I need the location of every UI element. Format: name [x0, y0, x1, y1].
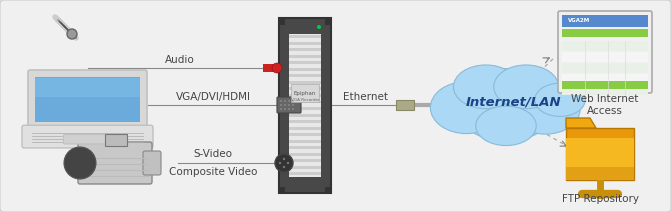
Circle shape [292, 100, 294, 102]
Bar [325, 187, 331, 193]
Circle shape [289, 100, 290, 102]
Circle shape [275, 154, 293, 172]
Text: S-Video: S-Video [193, 149, 232, 159]
Bar [289, 74, 321, 77]
Text: Audio: Audio [165, 55, 195, 65]
FancyBboxPatch shape [22, 125, 153, 148]
Ellipse shape [535, 83, 585, 116]
Text: Web Internet
Access: Web Internet Access [571, 94, 639, 116]
Circle shape [285, 108, 286, 110]
Circle shape [68, 151, 92, 175]
Circle shape [278, 162, 281, 164]
Circle shape [285, 104, 286, 106]
FancyBboxPatch shape [28, 70, 147, 129]
Bar [105, 134, 127, 146]
Bar [562, 15, 648, 27]
Circle shape [289, 108, 290, 110]
Bar [562, 29, 648, 37]
Circle shape [280, 100, 282, 102]
Ellipse shape [430, 82, 503, 134]
FancyBboxPatch shape [396, 100, 414, 110]
Bar [289, 94, 321, 97]
Text: Ethernet: Ethernet [344, 92, 389, 102]
Text: Epiphan: Epiphan [294, 91, 316, 95]
Bar [35, 77, 140, 122]
Text: FTP Repository: FTP Repository [562, 194, 639, 204]
Bar [289, 48, 321, 51]
Text: Composite Video: Composite Video [169, 167, 257, 177]
Bar [562, 41, 648, 51]
Text: VGA/DVI/HDMI: VGA/DVI/HDMI [176, 92, 250, 102]
Ellipse shape [494, 65, 558, 109]
FancyBboxPatch shape [566, 138, 634, 180]
Circle shape [280, 104, 282, 106]
Circle shape [76, 159, 84, 167]
Bar [289, 88, 321, 90]
Bar [289, 114, 321, 117]
Bar [279, 18, 331, 193]
FancyBboxPatch shape [78, 142, 152, 184]
Bar [562, 52, 648, 62]
Bar [35, 78, 140, 97]
Bar [325, 19, 331, 25]
Bar [562, 81, 648, 89]
Text: VGA2M: VGA2M [568, 18, 590, 24]
Bar [289, 55, 321, 58]
Text: VGA Recorder: VGA Recorder [291, 98, 319, 102]
Bar [289, 127, 321, 130]
Bar [279, 19, 285, 25]
Bar [289, 107, 321, 110]
Bar [289, 68, 321, 71]
Circle shape [280, 108, 282, 110]
Bar [289, 153, 321, 156]
Bar [289, 146, 321, 149]
Circle shape [282, 166, 285, 168]
Circle shape [67, 29, 77, 39]
Bar [279, 187, 285, 193]
Circle shape [287, 162, 289, 164]
Circle shape [272, 63, 282, 73]
Bar [562, 74, 648, 84]
Bar [562, 85, 648, 95]
Circle shape [72, 155, 88, 171]
Bar [289, 172, 321, 175]
FancyBboxPatch shape [143, 151, 161, 175]
Circle shape [292, 108, 294, 110]
Bar [289, 81, 321, 84]
FancyBboxPatch shape [566, 167, 634, 180]
Bar [289, 61, 321, 64]
Bar [289, 140, 321, 143]
Ellipse shape [476, 106, 536, 146]
Circle shape [64, 147, 96, 179]
Polygon shape [566, 118, 596, 128]
FancyBboxPatch shape [64, 134, 111, 144]
Text: Internet/LAN: Internet/LAN [466, 95, 562, 109]
Bar [562, 63, 648, 73]
Bar [289, 35, 321, 38]
FancyBboxPatch shape [291, 84, 319, 102]
FancyBboxPatch shape [277, 97, 301, 113]
Bar [289, 166, 321, 169]
Ellipse shape [456, 69, 556, 141]
Circle shape [289, 104, 290, 106]
Ellipse shape [454, 65, 518, 109]
Bar [289, 33, 321, 177]
Circle shape [285, 100, 286, 102]
Circle shape [292, 104, 294, 106]
FancyBboxPatch shape [566, 128, 634, 180]
Bar [263, 64, 275, 72]
Bar [289, 42, 321, 45]
Bar [289, 133, 321, 136]
Ellipse shape [511, 84, 580, 134]
Bar [289, 100, 321, 103]
FancyBboxPatch shape [558, 11, 652, 93]
Circle shape [317, 25, 321, 29]
Bar [289, 159, 321, 162]
Circle shape [282, 158, 285, 160]
Bar [289, 120, 321, 123]
